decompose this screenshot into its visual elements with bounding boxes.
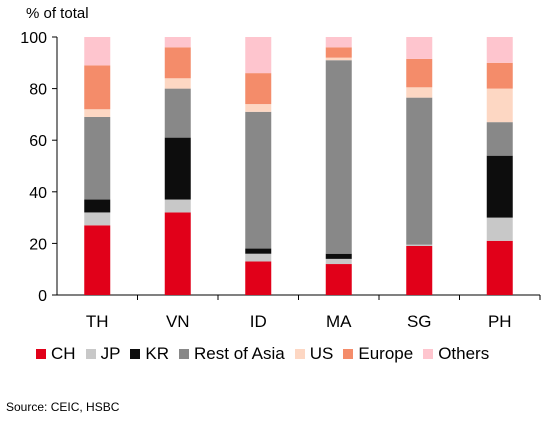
legend-item: Europe — [343, 344, 413, 364]
bar-segment-ph-others — [486, 37, 513, 63]
bar-segment-id-jp — [245, 253, 272, 262]
bar-segment-sg-europe — [406, 58, 433, 88]
bar-segment-ph-europe — [486, 62, 513, 89]
bar-segment-sg-rest-of-asia — [406, 97, 433, 245]
bar-segment-ph-jp — [486, 217, 513, 241]
legend-item: JP — [85, 344, 121, 364]
bar-segment-ma-rest-of-asia — [325, 60, 352, 254]
y-tick-label: 60 — [29, 133, 47, 150]
legend-label: Europe — [358, 344, 414, 363]
legend-item: KR — [130, 344, 169, 364]
bar-segment-id-us — [245, 104, 272, 112]
bar-segment-sg-ch — [406, 245, 433, 295]
y-tick-label: 40 — [29, 185, 47, 202]
stacked-bar-chart: % of total 0 20 40 60 80 100 TH VN ID MA SG PH — [20, 5, 541, 331]
bar-segment-th-europe — [84, 65, 111, 110]
legend-label: US — [309, 344, 334, 363]
legend-item: Rest of Asia — [179, 344, 285, 364]
bar-segment-vn-rest-of-asia — [164, 88, 191, 138]
bar-segment-vn-europe — [164, 47, 191, 79]
y-axis-title: % of total — [26, 5, 89, 22]
legend-swatch — [130, 349, 141, 359]
y-tick-label: 80 — [29, 82, 47, 99]
bar-segment-th-kr — [84, 199, 111, 213]
legend-label: JP — [100, 344, 121, 363]
legend-label: Rest of Asia — [194, 344, 285, 363]
x-tick-label: ID — [250, 312, 267, 331]
legend-swatch — [85, 349, 96, 359]
bar-segment-ph-us — [486, 88, 513, 123]
bar-segment-ph-ch — [486, 240, 513, 295]
legend-swatch — [343, 349, 354, 359]
legend-label: CH — [51, 344, 76, 363]
bar-segment-sg-others — [406, 37, 433, 59]
axes — [56, 37, 540, 296]
bar-segment-vn-kr — [164, 137, 191, 200]
legend-label: KR — [145, 344, 170, 363]
bar-segment-vn-us — [164, 78, 191, 89]
bar-segment-ma-us — [325, 57, 352, 61]
y-tick-label: 20 — [29, 236, 47, 253]
bar-segment-ph-kr — [486, 155, 513, 218]
bar-segment-ma-others — [325, 37, 352, 48]
legend-item: Others — [423, 344, 489, 364]
bar-segment-id-ch — [245, 261, 272, 295]
y-tick-label: 0 — [38, 288, 47, 305]
bars — [84, 37, 513, 295]
x-tick-label: PH — [488, 312, 512, 331]
bar-segment-sg-us — [406, 87, 433, 98]
bar-segment-ma-ch — [325, 264, 352, 295]
bar-segment-ma-jp — [325, 258, 352, 265]
x-tick-label: MA — [326, 312, 352, 331]
legend-swatch — [36, 349, 46, 359]
bar-segment-vn-jp — [164, 199, 191, 213]
bar-segment-sg-jp — [406, 244, 433, 246]
bar-segment-id-rest-of-asia — [245, 111, 272, 249]
bar-segment-id-kr — [245, 248, 272, 254]
bar-segment-th-rest-of-asia — [84, 116, 111, 200]
bar-segment-ma-europe — [325, 47, 352, 58]
tick-labels: 0 20 40 60 80 100 TH VN ID MA SG PH — [20, 30, 541, 331]
bar-segment-vn-others — [164, 37, 191, 48]
bar-segment-id-others — [245, 37, 272, 74]
bar-segment-th-others — [84, 37, 111, 66]
legend: CH JP KR Rest of Asia US Europe Others — [36, 344, 489, 364]
source-note: Source: CEIC, HSBC — [6, 400, 120, 414]
y-tick-label: 100 — [20, 30, 47, 47]
legend-swatch — [179, 349, 190, 359]
legend-swatch — [423, 349, 434, 359]
legend-label: Others — [438, 344, 490, 363]
bar-segment-vn-ch — [164, 212, 191, 295]
x-tick-label: VN — [166, 312, 190, 331]
bar-segment-th-jp — [84, 212, 111, 226]
bar-segment-id-europe — [245, 73, 272, 105]
legend-swatch — [294, 349, 305, 359]
legend-item: CH — [36, 344, 76, 364]
bar-segment-th-ch — [84, 225, 111, 295]
bar-segment-ph-rest-of-asia — [486, 122, 513, 156]
bar-segment-ma-kr — [325, 253, 352, 259]
x-tick-label: SG — [407, 312, 432, 331]
x-tick-label: TH — [86, 312, 109, 331]
legend-item: US — [294, 344, 334, 364]
bar-segment-th-us — [84, 109, 111, 117]
